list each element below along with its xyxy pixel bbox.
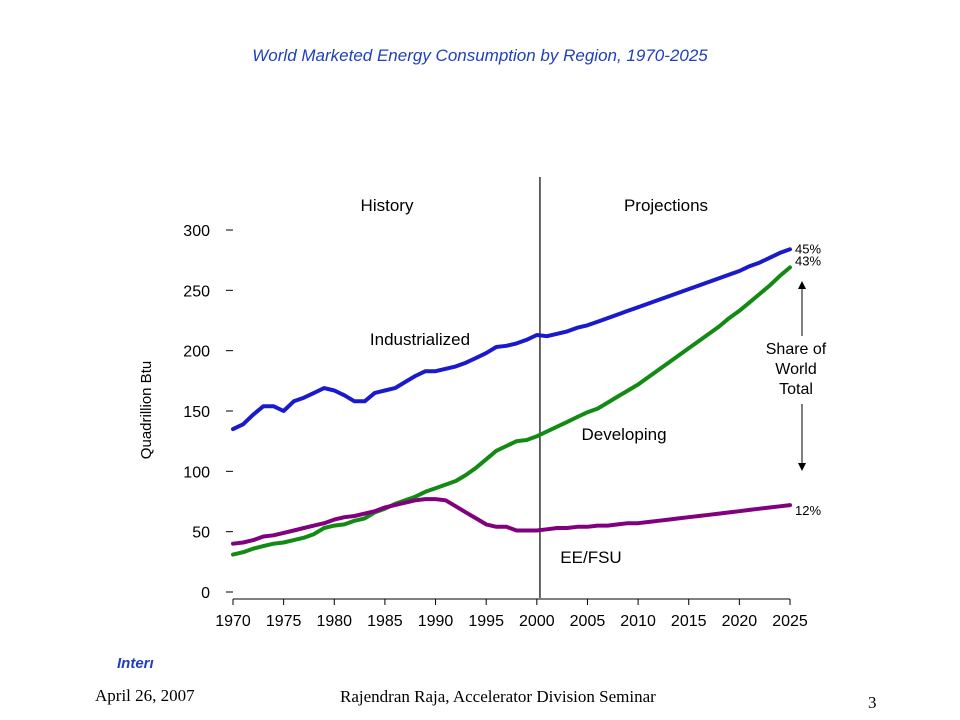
page-number: 3 — [868, 693, 877, 712]
y-tick-label: 250 — [183, 283, 210, 300]
x-tick-label: 2000 — [519, 613, 555, 630]
chart-labels: Quadrillion Btu History Projections Industr… — [138, 196, 827, 567]
share-annotation-line: Total — [779, 381, 813, 398]
footer-presenter: Rajendran Raja, Accelerator Division Sem… — [340, 687, 656, 706]
slide-title: World Marketed Energy Consumption by Reg… — [252, 46, 708, 65]
footer-date: April 26, 2007 — [95, 686, 195, 705]
share-arrowhead-up — [798, 281, 806, 289]
x-tick-label: 1995 — [468, 613, 504, 630]
x-tick-label: 2015 — [671, 613, 707, 630]
series-line-ee-fsu — [231, 497, 792, 546]
series-line-industrialized — [231, 247, 792, 432]
history-label: History — [361, 196, 414, 215]
projections-label: Projections — [624, 196, 708, 215]
share-annotation-line: Share of — [766, 341, 827, 358]
x-tick-label: 2025 — [772, 613, 808, 630]
series-line-developing — [231, 265, 792, 557]
share-arrowhead-down — [798, 463, 806, 471]
x-tick-label: 2020 — [722, 613, 758, 630]
series-label: Developing — [581, 425, 666, 444]
y-axis-title: Quadrillion Btu — [138, 361, 155, 459]
tick-labels: 0 50 100 150 200 250 300 1970 1975 1980 1985 1990 19… — [183, 223, 808, 630]
share-label: 45% — [795, 241, 821, 256]
x-tick-label: 1970 — [215, 613, 251, 630]
x-tick-label: 1980 — [316, 613, 352, 630]
y-tick-label: 300 — [183, 223, 210, 240]
y-tick-label: 150 — [183, 404, 210, 421]
share-label: 12% — [795, 503, 821, 518]
x-tick-label: 2005 — [570, 613, 606, 630]
y-tick-label: 50 — [192, 525, 210, 542]
truncated-note: Interı — [117, 655, 154, 672]
x-tick-label: 1975 — [266, 613, 302, 630]
x-tick-label: 1990 — [418, 613, 454, 630]
series-label: Industrialized — [370, 330, 470, 349]
x-tick-label: 1985 — [367, 613, 403, 630]
x-tick-label: 2010 — [620, 613, 656, 630]
share-label: 43% — [795, 253, 821, 268]
share-annotation-line: World — [775, 361, 817, 378]
series-lines — [231, 247, 792, 557]
y-tick-label: 200 — [183, 344, 210, 361]
series-label: EE/FSU — [560, 548, 621, 567]
y-tick-label: 0 — [201, 585, 210, 602]
y-tick-label: 100 — [183, 464, 210, 481]
axes — [226, 177, 791, 605]
